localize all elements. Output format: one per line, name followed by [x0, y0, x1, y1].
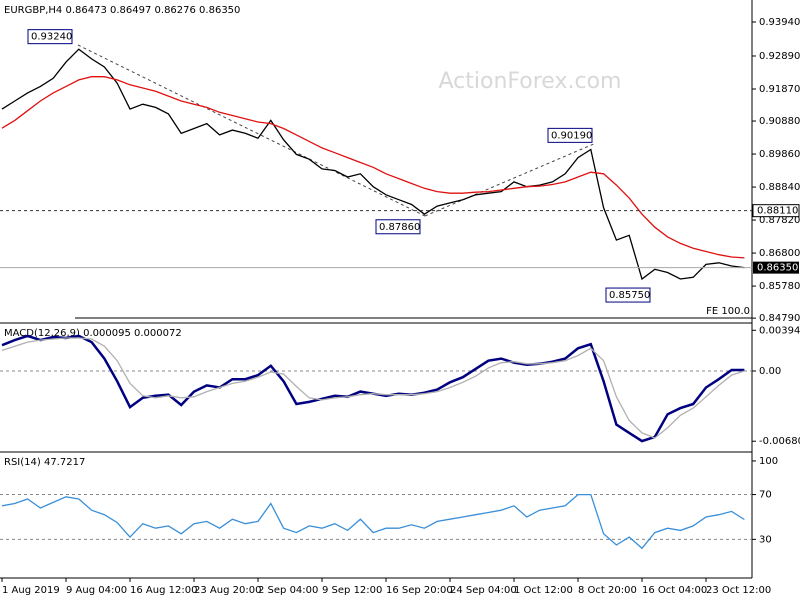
x-tick-label: 9 Sep 12:00 — [322, 585, 382, 596]
annotation-box — [547, 127, 593, 143]
y-tick-label: 0.91870 — [759, 84, 800, 95]
annotation-label: 0.90190 — [551, 130, 592, 141]
macd-title: MACD(12,26,9) 0.000095 0.000072 — [4, 328, 182, 339]
trend-line — [424, 142, 597, 217]
y-tick-label: 100 — [759, 456, 778, 467]
y-tick-label: 0.00 — [759, 366, 781, 377]
annotation-box — [605, 287, 651, 303]
y-tick-label: 0.89860 — [759, 149, 800, 160]
y-tick-label: 0.003948 — [759, 325, 800, 336]
x-tick-label: 1 Oct 12:00 — [514, 585, 573, 596]
x-tick-label: 24 Sep 04:00 — [450, 585, 517, 596]
annotation-box — [27, 29, 73, 45]
rsi-title: RSI(14) 47.7217 — [4, 457, 85, 468]
current-label: 0.86350 — [757, 263, 798, 274]
x-tick-label: 16 Sep 20:00 — [386, 585, 453, 596]
fe-label: FE 100.0 — [706, 306, 750, 317]
x-tick-label: 9 Aug 04:00 — [66, 585, 127, 596]
level-label: 0.88110 — [757, 206, 798, 217]
annotation-label: 0.87860 — [379, 222, 420, 233]
series-line — [1, 76, 745, 259]
watermark: ActionForex.com — [439, 69, 622, 94]
annotation-label: 0.93240 — [31, 32, 72, 43]
series-line — [1, 493, 745, 550]
y-tick-label: 0.90880 — [759, 116, 800, 127]
x-tick-label: 8 Oct 20:00 — [578, 585, 637, 596]
chart-title: EURGBP,H4 0.86473 0.86497 0.86276 0.8635… — [4, 5, 240, 16]
y-tick-label: -0.006809 — [759, 436, 800, 447]
series-line — [1, 337, 745, 439]
series-line — [1, 48, 745, 281]
y-tick-label: 30 — [759, 534, 772, 545]
y-tick-label: 0.85780 — [759, 281, 800, 292]
level-box — [752, 204, 800, 218]
annotation-box — [375, 219, 421, 235]
y-tick-label: 0.92890 — [759, 51, 800, 62]
y-tick-label: 70 — [759, 490, 772, 501]
y-tick-label: 0.84790 — [759, 313, 800, 324]
y-tick-label: 0.88840 — [759, 182, 800, 193]
x-tick-label: 1 Aug 2019 — [2, 585, 60, 596]
trend-line — [77, 44, 426, 217]
current-box — [753, 261, 799, 274]
x-tick-label: 23 Aug 20:00 — [194, 585, 261, 596]
x-tick-label: 2 Sep 04:00 — [258, 585, 318, 596]
x-tick-label: 16 Aug 12:00 — [130, 585, 197, 596]
annotation-label: 0.85750 — [609, 290, 650, 301]
x-tick-label: 16 Oct 04:00 — [642, 585, 707, 596]
y-tick-label: 0.87820 — [759, 215, 800, 226]
x-tick-label: 23 Oct 12:00 — [706, 585, 771, 596]
y-tick-label: 0.86800 — [759, 248, 800, 259]
y-tick-label: 0.93940 — [759, 17, 800, 28]
